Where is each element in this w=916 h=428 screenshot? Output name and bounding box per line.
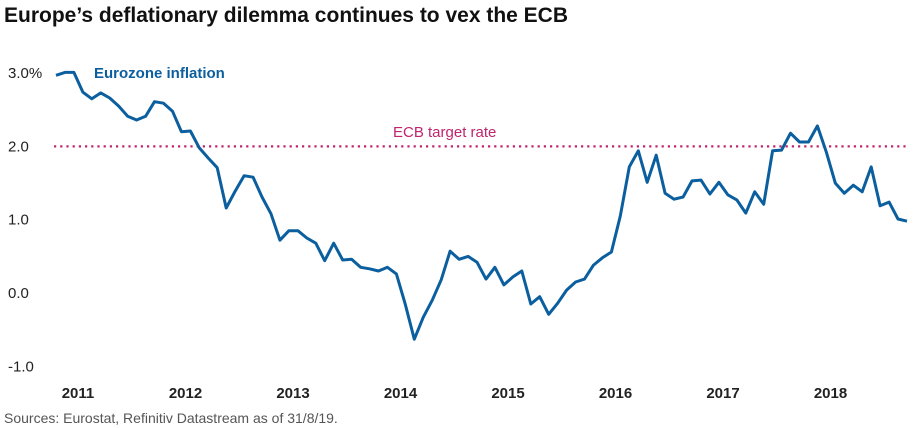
y-tick-label: 1.0 [8,212,29,229]
x-tick-label: 2016 [599,385,632,402]
x-tick-label: 2018 [814,385,847,402]
eurozone-inflation-label: Eurozone inflation [94,65,225,82]
y-tick-label: 3.0% [8,65,42,82]
x-tick-label: 2011 [62,385,95,402]
data-points [55,72,908,340]
y-tick-label: 2.0 [8,138,29,155]
x-tick-label: 2015 [491,385,524,402]
source-note: Sources: Eurostat, Refinitiv Datastream … [4,410,338,426]
x-tick-label: 2013 [276,385,309,402]
ecb-target-label: ECB target rate [393,124,496,141]
eurozone-inflation-line [55,70,908,341]
x-tick-label: 2014 [384,385,418,402]
y-axis: 3.0% 2.0 1.0 0.0 -1.0 [8,65,42,375]
chart-title: Europe’s deflationary dilemma continues … [4,4,568,27]
x-tick-label: 2017 [706,385,739,402]
x-tick-label: 2012 [169,385,202,402]
y-tick-label: -1.0 [8,358,34,375]
y-tick-label: 0.0 [8,285,29,302]
x-axis: 2011 2012 2013 2014 2015 2016 2017 2018 [62,385,847,402]
